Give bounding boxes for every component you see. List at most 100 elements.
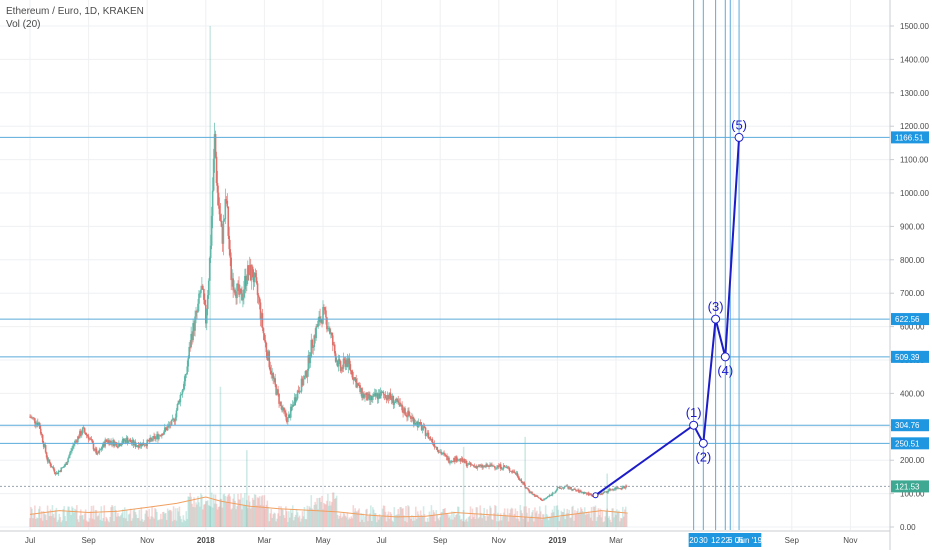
candle-body [403,408,405,414]
candle-body [298,391,301,393]
candle-body [289,406,292,418]
candle-body [489,464,491,467]
volume-bar [470,519,473,527]
candle-body [240,288,242,294]
volume-bar [573,520,575,527]
volume-bar [544,505,547,527]
volume-bar [567,513,569,527]
time-axis[interactable]: JulSepNov2018MarMayJulSepNov2019MarJulSe… [0,530,890,547]
volume-bar [514,508,517,527]
volume-bar [535,512,537,527]
candle-body [112,440,114,445]
volume-bar [518,521,521,527]
volume-bars [29,26,628,527]
volume-bar [361,519,363,527]
price-tag-label: 121.53 [895,482,920,491]
volume-bar [245,505,247,527]
volume-bar [102,518,105,527]
volume-bar [597,508,600,527]
volume-bar [282,509,284,527]
candle-body [542,499,545,501]
candle-body [516,472,519,477]
candle-body [615,487,617,490]
volume-bar [269,513,272,527]
volume-bar [435,510,438,527]
volume-bar [345,517,348,527]
candle-body [158,435,160,440]
volume-bar [61,520,64,527]
candle-body [248,264,251,275]
horizontal-levels[interactable] [0,136,890,487]
wave-label: (4) [717,363,733,378]
volume-bar [192,506,194,527]
candle-body [302,379,305,386]
candle-body [365,392,367,395]
volume-bar [360,512,362,527]
volume-bar [581,508,583,527]
candle-body [401,404,403,411]
time-range-highlight [688,533,762,547]
candle-body [145,444,148,447]
time-axis-tick-label: Jul [25,536,35,545]
volume-bar [585,512,588,527]
volume-bar [623,516,625,527]
price-axis[interactable]: 0.00100.00200.00300.00400.00500.00600.00… [889,0,932,550]
volume-bar [270,508,273,527]
volume-bar [482,513,484,527]
volume-bar [114,505,116,527]
volume-bar [493,513,495,527]
candle-body [470,464,473,466]
candle-body [521,481,524,484]
volume-bar [142,521,145,527]
volume-spike [606,473,609,527]
volume-bar [427,521,430,527]
candle-body [591,496,594,497]
volume-bar [112,506,114,527]
volume-bar [351,518,354,527]
volume-bar [44,514,47,527]
volume-bar [127,514,130,527]
candle-body [586,492,589,495]
candle-body [307,355,310,371]
candle-body [43,445,46,447]
volume-bar [291,505,294,527]
volume-bar [45,519,48,527]
volume-bar [247,495,250,527]
candle-body [396,398,399,401]
volume-bar [439,517,441,527]
candle-body [477,466,480,468]
volume-bar [125,509,128,527]
volume-bar [182,515,185,527]
candle-body [500,468,503,470]
candle-body [558,487,561,489]
volume-bar [240,493,242,527]
candle-body [380,391,383,393]
candle-body [384,395,387,398]
volume-bar [296,512,299,527]
candle-body [504,466,507,468]
volume-bar [388,518,391,527]
volume-bar [115,510,117,527]
volume-bar [163,511,165,527]
volume-bar [317,509,319,527]
candle-body [195,311,197,317]
volume-bar [116,516,118,527]
candle-body [513,471,516,473]
candle-body [382,392,385,395]
volume-bar [538,513,540,527]
volume-bar [230,509,232,527]
volume-bar [607,517,609,527]
elliott-wave-path[interactable]: (1) (2) (3) (4) (5) [592,117,747,499]
candle-body [213,133,216,159]
volume-bar [46,505,49,527]
volume-bar [287,521,289,527]
volume-bar [220,499,223,527]
candle-body [346,359,349,367]
candle-body [559,488,562,489]
price-axis-tags: 1166.51 622.56 509.39 304.76 250.51 121.53 [891,131,929,493]
volume-bar [571,506,573,527]
candle-body [254,273,257,278]
candle-body [588,493,591,496]
volume-indicator-label[interactable]: Vol (20) [6,19,41,30]
